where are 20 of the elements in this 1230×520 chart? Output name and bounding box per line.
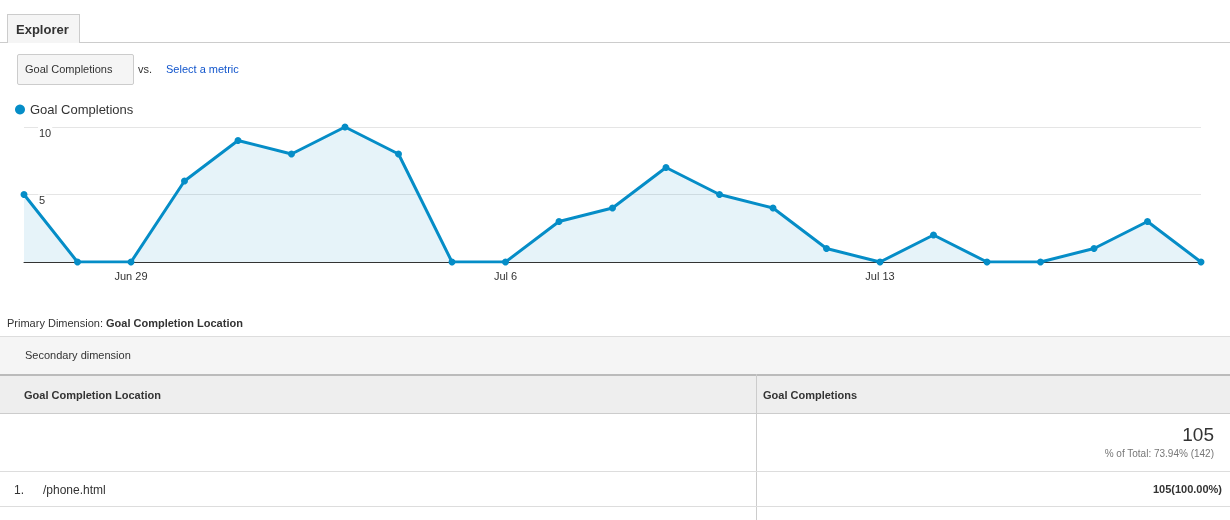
text: Select a metric — [166, 63, 239, 75]
text: Goal Completion Location — [24, 389, 161, 401]
y-tick-label: 5 — [39, 194, 46, 206]
x-tick-label: Jul 13 — [865, 269, 895, 282]
text: Goal Completions — [763, 389, 858, 401]
y-tick-label: 10 — [39, 126, 52, 139]
text: 105(100.00%) — [1152, 483, 1222, 495]
text: Explorer — [16, 22, 69, 37]
text: Secondary dimension — [25, 349, 131, 361]
x-tick-label: Jun 29 — [114, 269, 148, 282]
text: Goal Completion Location — [106, 317, 243, 329]
text: /phone.html — [43, 483, 106, 497]
x-tick-label: Jul 6 — [493, 269, 518, 282]
text: 1. — [14, 483, 25, 497]
text: vs. — [138, 63, 153, 75]
text: Primary Dimension: — [7, 317, 103, 329]
text: % of Total: 73.94% (142) — [1104, 448, 1214, 459]
text: Goal Completions — [25, 63, 113, 75]
text: 105 — [1182, 424, 1214, 446]
legend-label: Goal Completions — [30, 102, 134, 117]
